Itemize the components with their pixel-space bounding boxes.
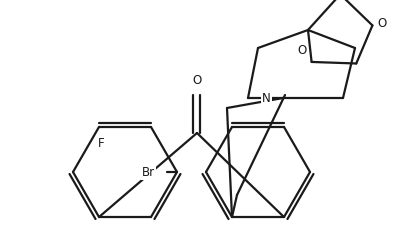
Text: O: O bbox=[297, 44, 307, 57]
Text: O: O bbox=[377, 17, 387, 30]
Text: N: N bbox=[262, 91, 271, 104]
Text: F: F bbox=[98, 137, 104, 150]
Text: Br: Br bbox=[142, 166, 155, 179]
Text: O: O bbox=[192, 74, 202, 87]
